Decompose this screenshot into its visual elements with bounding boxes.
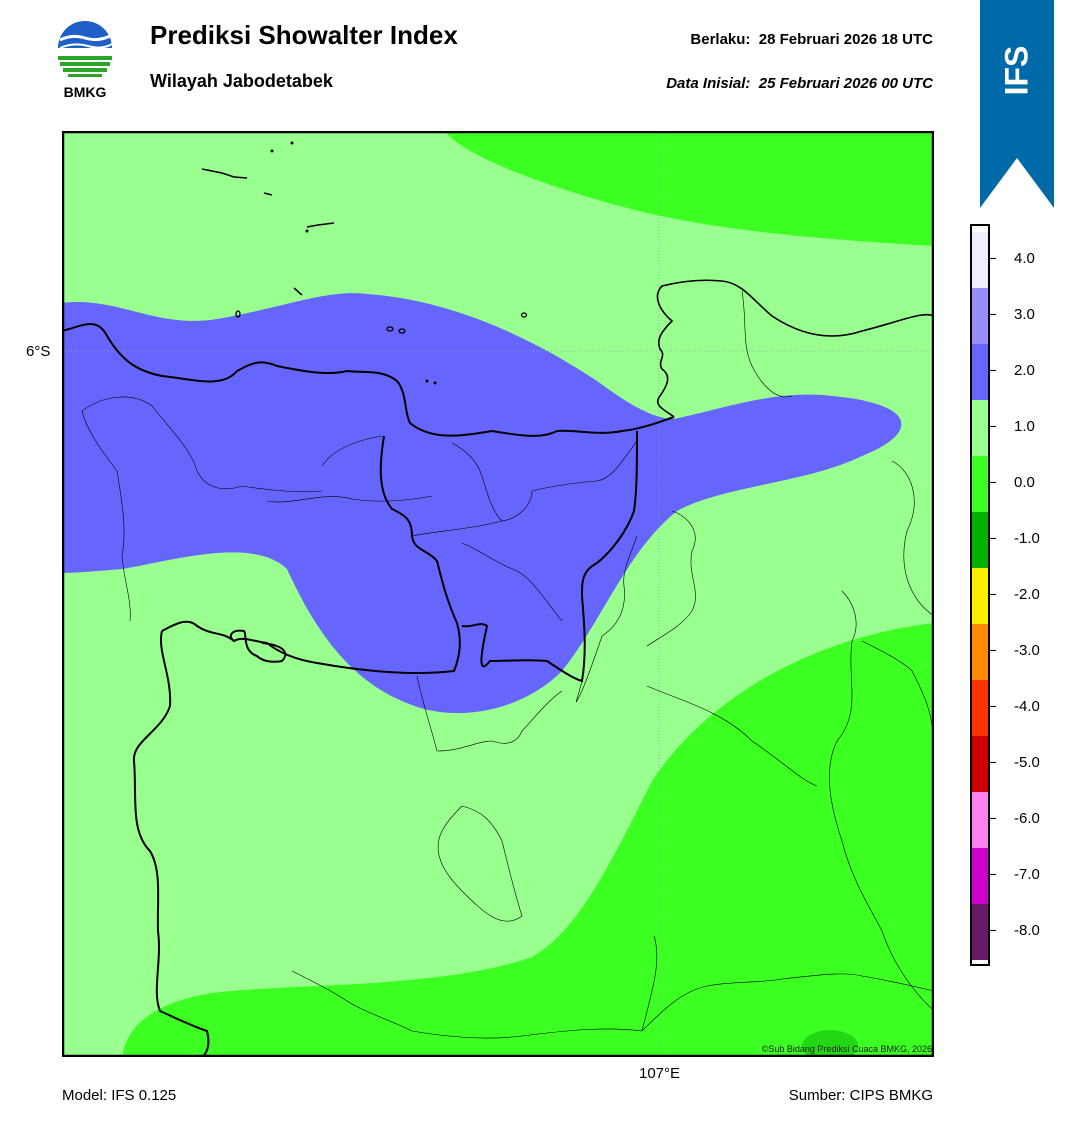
colorbar-tick-label: -5.0 xyxy=(1014,754,1040,771)
colorbar-tick-label: 0.0 xyxy=(1014,474,1035,491)
colorbar-tick-label: -4.0 xyxy=(1014,698,1040,715)
bmkg-logo xyxy=(58,21,113,77)
colorbar-tick xyxy=(990,538,996,539)
lon-tick-label: 107°E xyxy=(639,1065,681,1082)
colorbar-bin-2 xyxy=(970,344,990,400)
colorbar-bin-12 xyxy=(970,904,990,960)
colorbar-tick xyxy=(990,818,996,819)
logo-text: BMKG xyxy=(63,84,107,100)
valid-time: Berlaku: 28 Februari 2026 18 UTC xyxy=(690,31,933,48)
colorbar-tick xyxy=(990,314,996,315)
region-subtitle: Wilayah Jabodetabek xyxy=(150,71,333,91)
colorbar-tick xyxy=(990,706,996,707)
colorbar-tick xyxy=(990,762,996,763)
colorbar-bin-6 xyxy=(970,568,990,624)
colorbar-tick-label: -7.0 xyxy=(1014,866,1040,883)
colorbar-tick xyxy=(990,594,996,595)
coastline xyxy=(62,323,675,437)
ifs-label: IFS xyxy=(998,45,1035,95)
colorbar-bin-3 xyxy=(970,400,990,456)
colorbar-tick-label: 4.0 xyxy=(1014,250,1035,267)
colorbar-bin-4 xyxy=(970,456,990,512)
field-green-southeast xyxy=(122,623,934,1057)
colorbar-bin-10 xyxy=(970,792,990,848)
colorbar-tick-label: -6.0 xyxy=(1014,810,1040,827)
colorbar-tick xyxy=(990,258,996,259)
colorbar-tick xyxy=(990,930,996,931)
colorbar-bin-9 xyxy=(970,736,990,792)
colorbar-tick xyxy=(990,482,996,483)
colorbar-bin-0 xyxy=(970,232,990,288)
field-green-north xyxy=(445,131,934,246)
colorbar xyxy=(970,224,990,966)
lat-tick-label: 6°S xyxy=(26,343,51,360)
ifs-ribbon xyxy=(980,0,1054,208)
colorbar-tick xyxy=(990,426,996,427)
field-dark-green-spot xyxy=(802,1030,858,1057)
field-blue-band xyxy=(62,293,902,714)
colorbar-tick xyxy=(990,650,996,651)
colorbar-tick xyxy=(990,874,996,875)
colorbar-tick-label: 3.0 xyxy=(1014,306,1035,323)
colorbar-tick-label: 2.0 xyxy=(1014,362,1035,379)
copyright-text: ©Sub Bidang Prediksi Cuaca BMKG, 2026 xyxy=(761,1044,932,1054)
colorbar-tick-label: -8.0 xyxy=(1014,922,1040,939)
colorbar-tick-label: 1.0 xyxy=(1014,418,1035,435)
map xyxy=(62,131,934,1057)
page-title: Prediksi Showalter Index xyxy=(150,20,458,50)
colorbar-bin-5 xyxy=(970,512,990,568)
colorbar-tick-label: -1.0 xyxy=(1014,530,1040,547)
colorbar-bin-11 xyxy=(970,848,990,904)
source-label: Sumber: CIPS BMKG xyxy=(788,1087,933,1104)
colorbar-bin-8 xyxy=(970,680,990,736)
colorbar-tick-label: -3.0 xyxy=(1014,642,1040,659)
colorbar-tick-label: -2.0 xyxy=(1014,586,1040,603)
init-time: Data Inisial: 25 Februari 2026 00 UTC xyxy=(666,75,933,92)
colorbar-tick xyxy=(990,370,996,371)
colorbar-bin-7 xyxy=(970,624,990,680)
colorbar-bin-1 xyxy=(970,288,990,344)
model-label: Model: IFS 0.125 xyxy=(62,1087,177,1104)
